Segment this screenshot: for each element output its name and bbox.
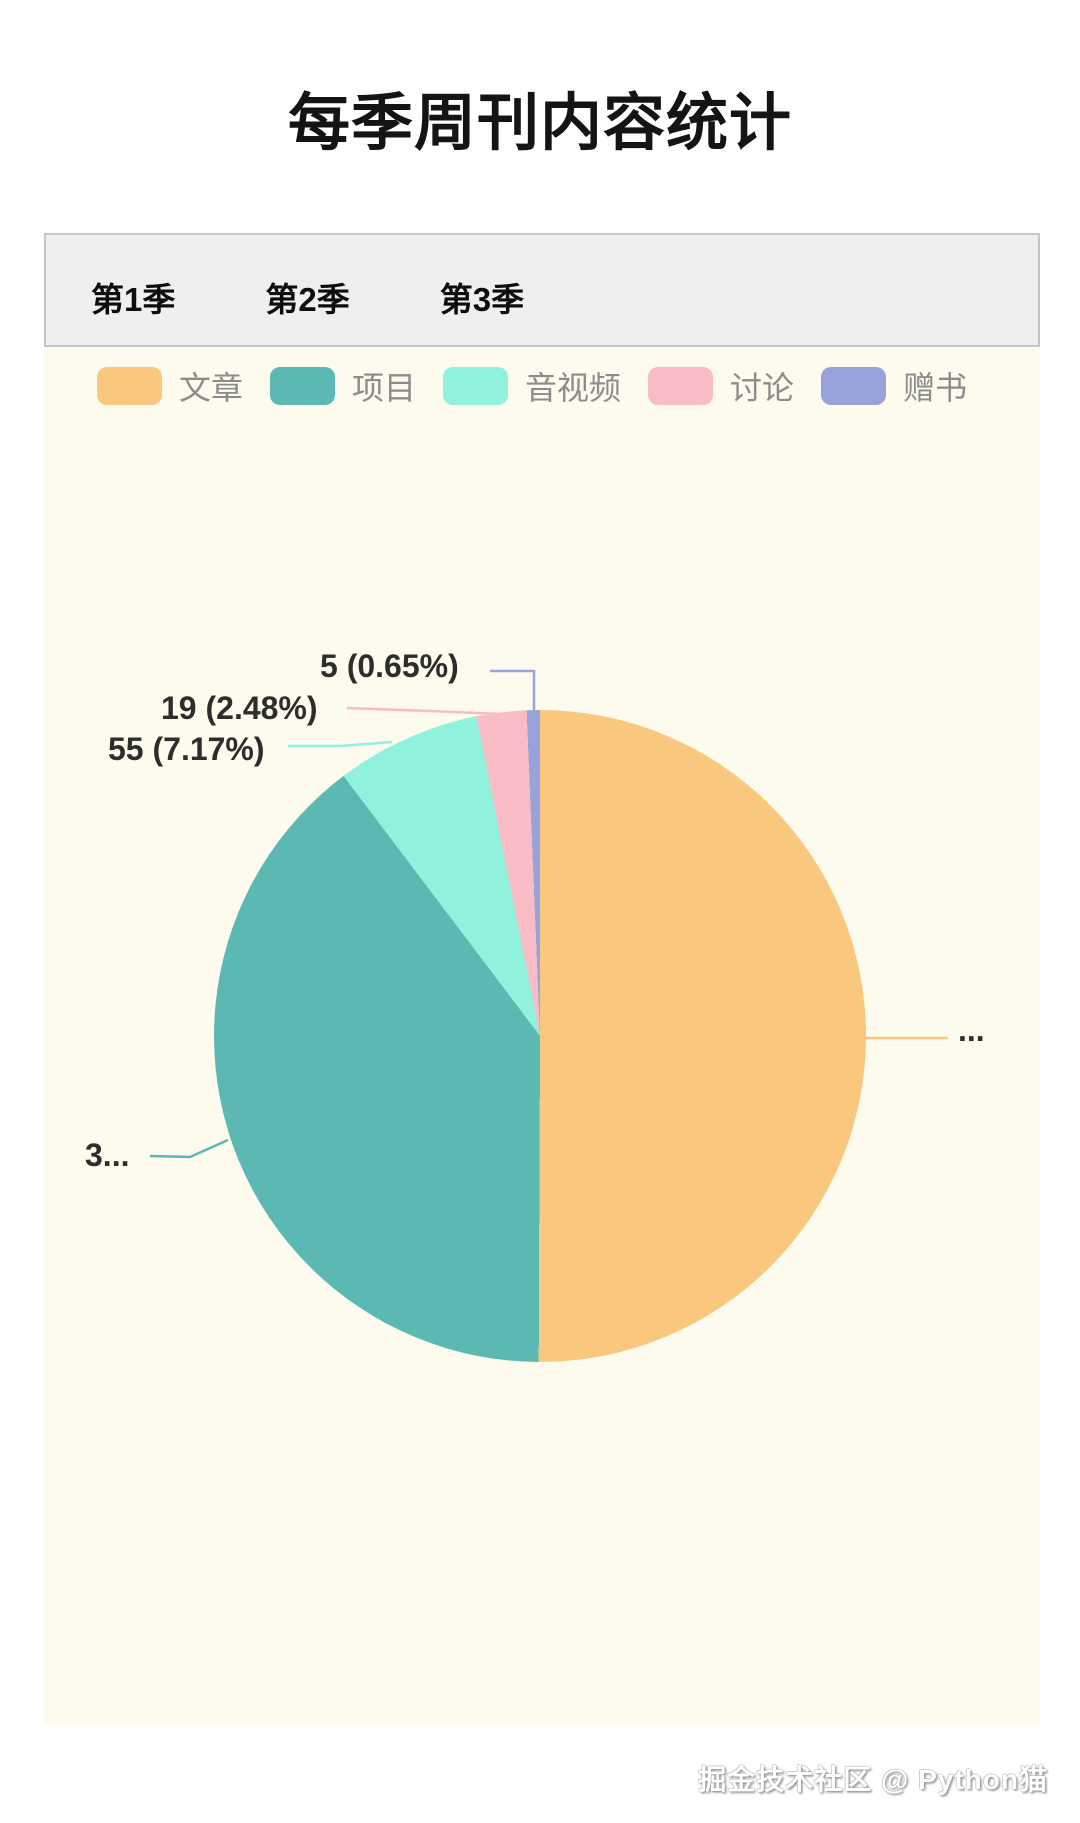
slice-label-articles: ... [958, 1012, 985, 1048]
legend-swatch-audio-video-icon [443, 367, 509, 405]
legend-item-articles[interactable]: 文章 [97, 363, 243, 409]
slice-label-discussion: 19 (2.48%) [161, 690, 318, 726]
page-title: 每季周刊内容统计 [287, 89, 792, 158]
tab-bar: 第1季 第2季 第3季 [44, 233, 1040, 347]
tab-season-2[interactable]: 第2季 [265, 259, 349, 321]
legend-swatch-discussion-icon [648, 367, 714, 405]
legend-item-projects[interactable]: 项目 [270, 363, 416, 409]
legend-item-discussion[interactable]: 讨论 [648, 363, 794, 409]
pie-chart[interactable] [214, 710, 866, 1362]
slice-label-projects: 3... [85, 1137, 130, 1173]
chart-legend: 文章 项目 音视频 讨论 赠书 [97, 363, 967, 409]
legend-swatch-book-giveaway-icon [821, 367, 887, 405]
slice-label-book-giveaway: 5 (0.65%) [320, 648, 459, 684]
legend-label-articles: 文章 [179, 370, 244, 406]
legend-swatch-articles-icon [97, 367, 162, 405]
legend-swatch-projects-icon [270, 367, 336, 405]
legend-item-book-giveaway[interactable]: 赠书 [821, 363, 967, 409]
legend-label-projects: 项目 [352, 370, 417, 406]
watermark: 掘金技术社区 @ Python猫 [698, 1764, 1048, 1795]
slice-label-audio-video: 55 (7.17%) [108, 731, 265, 767]
legend-label-audio-video: 音视频 [525, 370, 622, 406]
tab-season-1[interactable]: 第1季 [91, 259, 175, 321]
legend-item-audio-video[interactable]: 音视频 [443, 363, 621, 409]
chart-panel: 文章 项目 音视频 讨论 赠书 [44, 347, 1040, 1725]
legend-label-discussion: 讨论 [730, 370, 795, 406]
tab-season-3[interactable]: 第3季 [440, 259, 524, 321]
legend-label-book-giveaway: 赠书 [903, 370, 968, 406]
